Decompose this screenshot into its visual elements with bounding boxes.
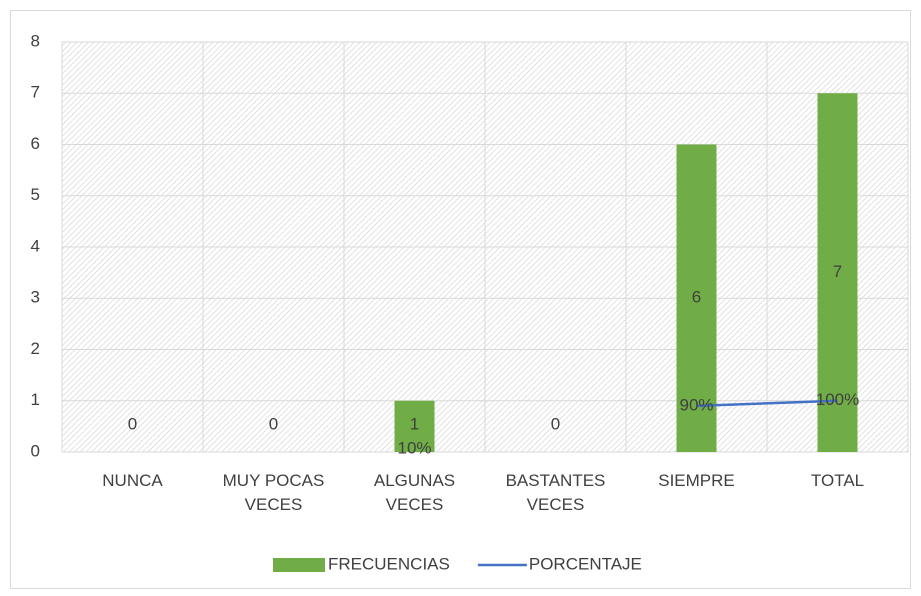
bar-value-label: 1 <box>410 414 419 433</box>
bar-value-label: 0 <box>269 414 278 433</box>
bar <box>817 93 858 452</box>
bar-value-label: 7 <box>833 262 842 281</box>
line-value-label: 100% <box>816 390 859 409</box>
x-tick-label: BASTANTES VECES <box>505 471 606 514</box>
legend-label: PORCENTAJE <box>529 554 642 573</box>
y-tick-label: 4 <box>31 236 40 255</box>
legend-label: FRECUENCIAS <box>328 554 450 573</box>
bar <box>394 400 435 452</box>
y-tick-label: 3 <box>31 288 40 307</box>
x-tick-label: MUY POCAS VECES <box>222 471 325 514</box>
y-tick-label: 8 <box>31 31 40 50</box>
bar-value-label: 6 <box>692 288 701 307</box>
chart-border <box>10 10 911 589</box>
y-tick-label: 6 <box>31 134 40 153</box>
x-tick-label: ALGUNAS VECES <box>373 471 456 514</box>
y-tick-label: 1 <box>31 390 40 409</box>
bar <box>676 144 717 452</box>
x-tick-label: SIEMPRE <box>658 471 735 490</box>
y-tick-label: 5 <box>31 185 40 204</box>
y-tick-label: 0 <box>31 441 40 460</box>
x-tick-label: NUNCA <box>102 471 163 490</box>
x-tick-label: TOTAL <box>810 471 865 490</box>
y-tick-label: 7 <box>31 83 40 102</box>
bar-value-label: 0 <box>551 414 560 433</box>
line-value-label: 10% <box>397 438 431 457</box>
bar-value-label: 0 <box>128 414 137 433</box>
y-tick-label: 2 <box>31 339 40 358</box>
legend-swatch <box>273 558 325 572</box>
line-value-label: 90% <box>679 395 713 414</box>
line <box>696 399 838 408</box>
